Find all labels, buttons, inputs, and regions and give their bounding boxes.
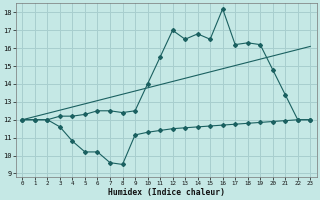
- X-axis label: Humidex (Indice chaleur): Humidex (Indice chaleur): [108, 188, 225, 197]
